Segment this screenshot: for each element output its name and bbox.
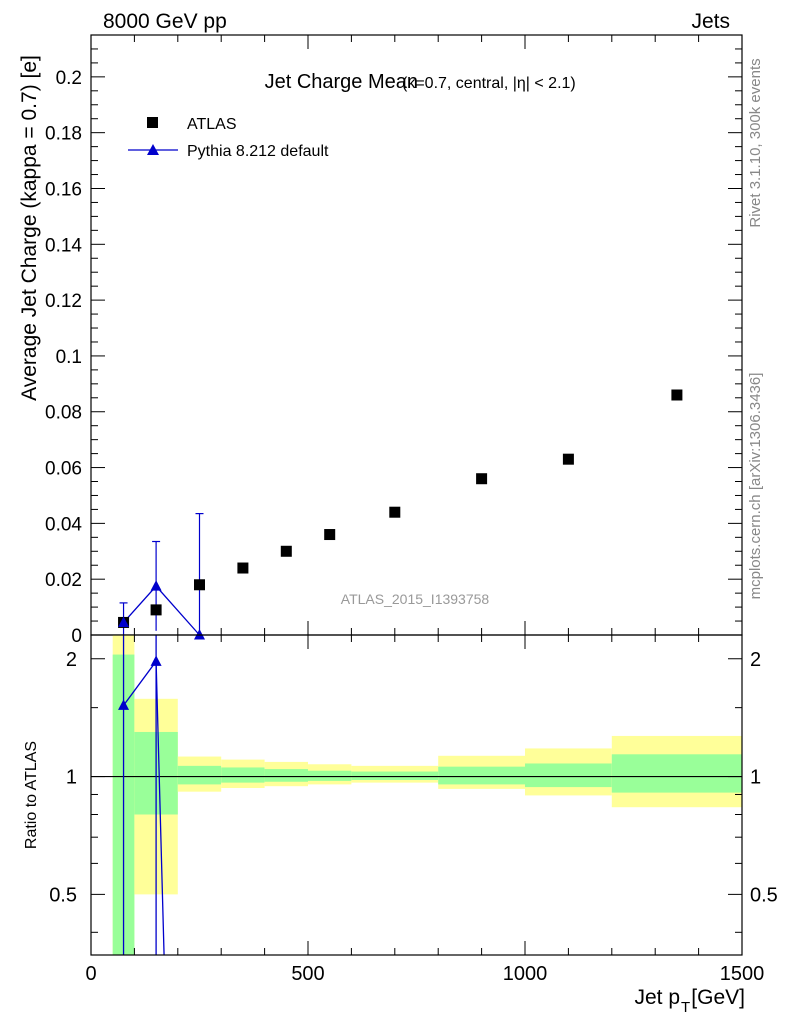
mcplots-label: mcplots.cern.ch [arXiv:1306.3436] bbox=[747, 373, 764, 600]
atlas-data-point bbox=[237, 562, 249, 574]
atlas-data-point bbox=[562, 453, 574, 465]
ratio-y-tick-label: 2 bbox=[66, 649, 77, 671]
plot-title-suffix: (κ=0.7, central, |η| < 2.1) bbox=[402, 75, 576, 92]
y-tick-label: 0.02 bbox=[45, 570, 82, 591]
ratio-plot: 0.5 0.5 1 1 2 2 0 500 1000 1500 bbox=[49, 634, 778, 985]
atlas-data-point bbox=[280, 545, 292, 557]
ratio-mc-point bbox=[150, 655, 162, 666]
x-tick-label: 1500 bbox=[720, 963, 765, 985]
y-tick-label: 0.1 bbox=[56, 347, 82, 368]
atlas-data-point bbox=[476, 473, 488, 485]
y-tick-label: 0.08 bbox=[45, 403, 82, 424]
x-tick-label: 0 bbox=[85, 963, 96, 985]
legend: ATLAS Pythia 8.212 default bbox=[128, 116, 329, 160]
header-right: Jets bbox=[691, 10, 730, 33]
ratio-ylabel: Ratio to ATLAS bbox=[23, 741, 40, 849]
mc-data-point bbox=[150, 580, 162, 591]
y-tick-label: 0.06 bbox=[45, 459, 82, 480]
ratio-y-tick-label-right: 1 bbox=[750, 767, 761, 789]
ratio-frame bbox=[90, 634, 743, 956]
ratio-inner-band bbox=[351, 771, 439, 780]
ratio-inner-band bbox=[177, 765, 222, 785]
ratio-inner-band bbox=[611, 754, 742, 793]
atlas-data-point bbox=[324, 529, 336, 541]
xlabel: Jet p bbox=[634, 986, 680, 1009]
legend-atlas-label: ATLAS bbox=[187, 116, 237, 133]
x-tick-label: 500 bbox=[291, 963, 324, 985]
legend-atlas-marker bbox=[147, 117, 158, 128]
ratio-y-tick-label: 1 bbox=[66, 767, 77, 789]
atlas-data-point bbox=[389, 506, 401, 518]
y-tick-label: 0.16 bbox=[45, 179, 82, 200]
ratio-y-tick-label-right: 2 bbox=[750, 649, 761, 671]
legend-pythia-label: Pythia 8.212 default bbox=[187, 143, 329, 160]
y-tick-label: 0.14 bbox=[45, 235, 82, 256]
main-plot: 0 0.02 0.04 0.06 0.08 0.1 0.12 0.14 0.16 0.18 0.2 bbox=[45, 34, 743, 647]
y-tick-label: 0.2 bbox=[56, 68, 82, 89]
x-tick-label: 1000 bbox=[503, 963, 548, 985]
rivet-label: Rivet 3.1.10, 300k events bbox=[747, 58, 764, 227]
ratio-inner-band bbox=[221, 767, 265, 783]
ratio-mc-point bbox=[118, 699, 130, 710]
atlas-data-point bbox=[194, 579, 205, 591]
ratio-y-tick-label-right: 0.5 bbox=[750, 884, 778, 906]
atlas-data-point bbox=[671, 389, 683, 401]
ratio-inner-band bbox=[308, 770, 352, 781]
legend-pythia-marker bbox=[147, 144, 159, 155]
y-tick-label: 0 bbox=[71, 626, 82, 647]
plot-title: Jet Charge Mean bbox=[265, 71, 418, 93]
xlabel-subscript: T bbox=[681, 999, 690, 1016]
y-tick-label: 0.18 bbox=[45, 124, 82, 145]
mc-data-point bbox=[118, 616, 130, 627]
mc-data-point bbox=[194, 629, 205, 640]
header-left: 8000 GeV pp bbox=[103, 10, 227, 33]
ratio-inner-band bbox=[438, 766, 525, 785]
ratio-y-tick-label: 0.5 bbox=[49, 884, 77, 906]
ratio-inner-band bbox=[525, 763, 612, 788]
main-ylabel: Average Jet Charge (kappa = 0.7) [e] bbox=[18, 55, 41, 401]
y-tick-label: 0.04 bbox=[45, 514, 82, 535]
analysis-watermark: ATLAS_2015_I1393758 bbox=[341, 591, 490, 607]
ratio-inner-band bbox=[264, 769, 308, 782]
y-tick-label: 0.12 bbox=[45, 291, 82, 312]
xlabel-unit: [GeV] bbox=[691, 986, 745, 1009]
atlas-data-point bbox=[150, 604, 162, 616]
